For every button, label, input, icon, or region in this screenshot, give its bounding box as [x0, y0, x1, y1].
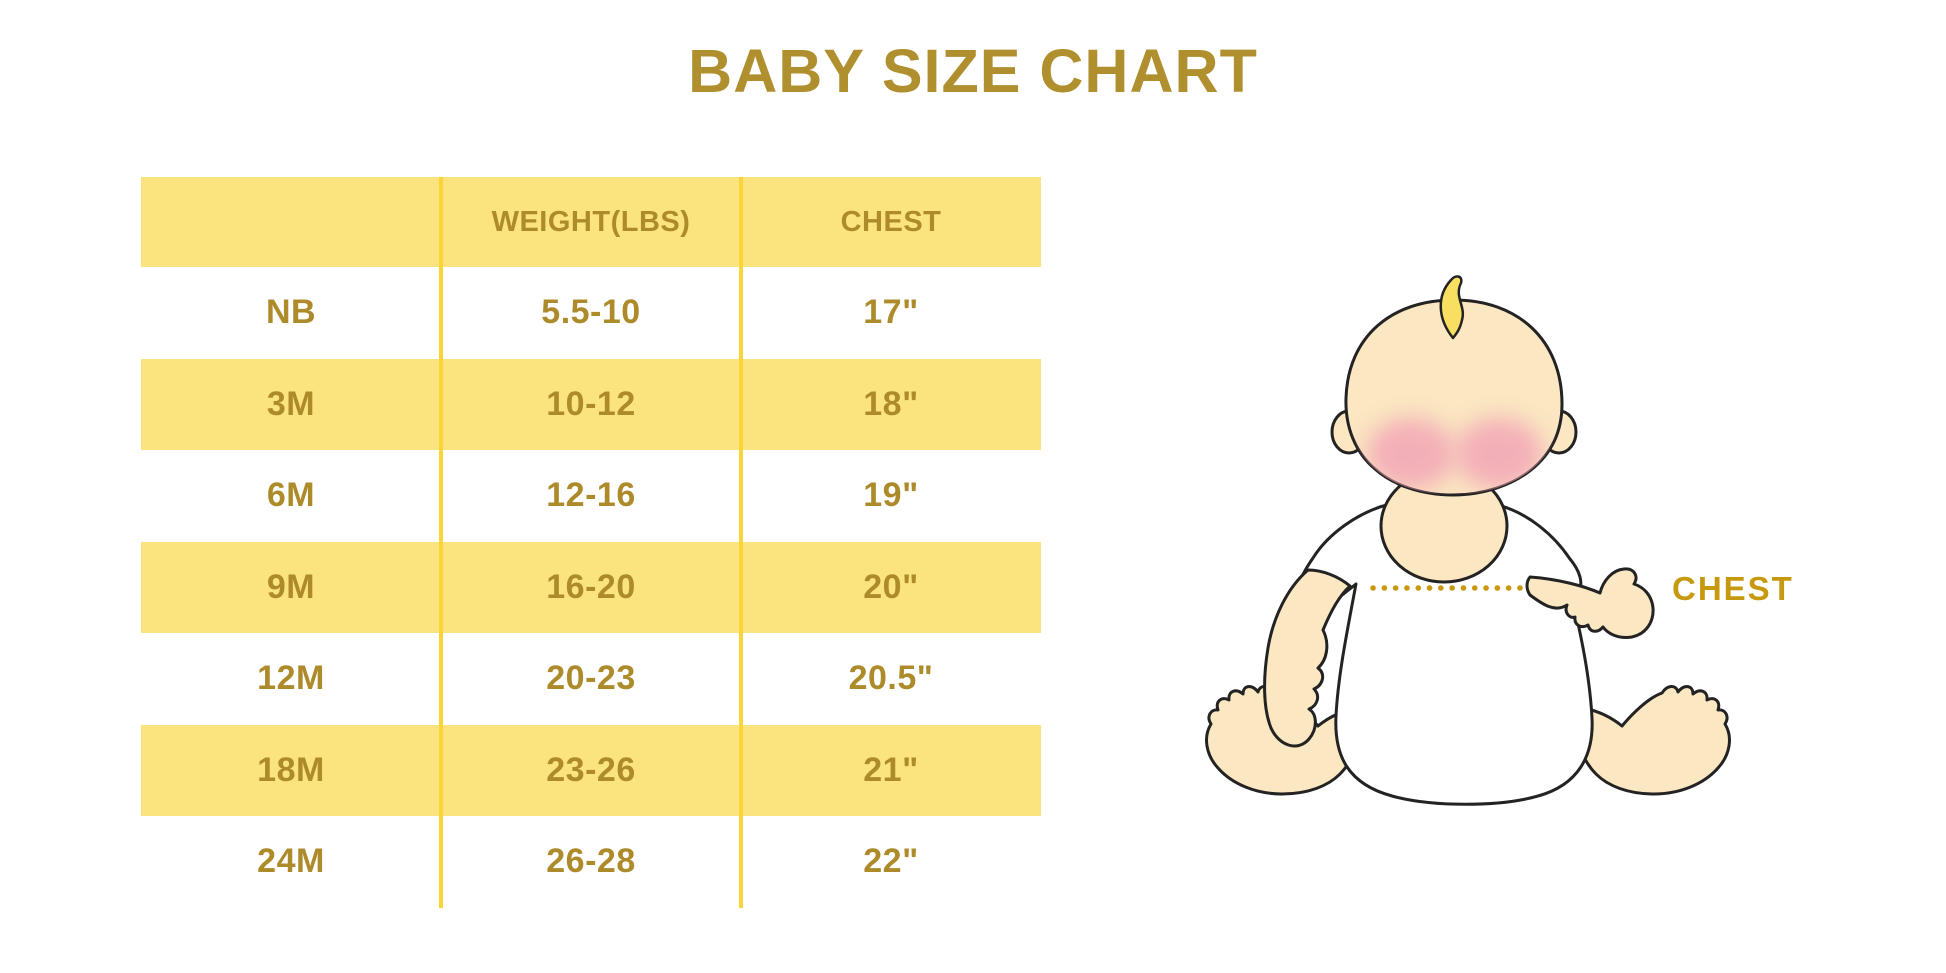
header-chest: CHEST	[840, 205, 942, 238]
table-row: 9M 16-20 20"	[141, 541, 1041, 633]
weight-cell: 5.5-10	[541, 293, 641, 332]
baby-right-arm	[1525, 567, 1655, 639]
size-cell: NB	[265, 293, 317, 332]
chest-cell: 20.5"	[848, 659, 934, 698]
chest-cell: 17"	[863, 293, 919, 332]
chest-annotation-label: CHEST	[1672, 570, 1794, 607]
baby-right-cheek	[1455, 418, 1543, 490]
weight-cell: 10-12	[546, 384, 636, 423]
column-divider	[739, 177, 743, 908]
chest-cell: 19"	[863, 476, 919, 515]
weight-cell: 20-23	[546, 659, 636, 698]
baby-hair-tuft	[1439, 275, 1465, 340]
chest-cell: 18"	[863, 384, 919, 423]
weight-cell: 23-26	[546, 750, 636, 789]
weight-cell: 16-20	[546, 567, 636, 606]
header-weight: WEIGHT(LBS)	[491, 205, 691, 238]
table-row: 12M 20-23 20.5"	[141, 633, 1041, 725]
size-cell: 12M	[257, 659, 325, 698]
table-header-row: WEIGHT(LBS) CHEST	[141, 177, 1041, 267]
size-cell: 3M	[266, 384, 316, 423]
page-title: BABY SIZE CHART	[688, 37, 1258, 105]
baby-illustration	[1170, 240, 1810, 830]
table-row: 3M 10-12 18"	[141, 358, 1041, 450]
baby-svg	[1205, 275, 1731, 806]
chest-cell: 22"	[863, 842, 919, 881]
column-divider	[439, 177, 443, 908]
size-cell: 9M	[266, 567, 316, 606]
chest-cell: 20"	[863, 567, 919, 606]
table-row: 6M 12-16 19"	[141, 450, 1041, 542]
weight-cell: 26-28	[546, 842, 636, 881]
chest-cell: 21"	[863, 750, 919, 789]
size-cell: 24M	[257, 842, 325, 881]
table-row: 24M 26-28 22"	[141, 816, 1041, 908]
weight-cell: 12-16	[546, 476, 636, 515]
baby-left-cheek	[1367, 418, 1455, 490]
size-cell: 6M	[266, 476, 316, 515]
size-table: WEIGHT(LBS) CHEST NB 5.5-10 17" 3M 10-12…	[141, 177, 1041, 908]
table-row: 18M 23-26 21"	[141, 724, 1041, 816]
size-cell: 18M	[257, 750, 325, 789]
baby-left-arm	[1263, 568, 1352, 748]
table-row: NB 5.5-10 17"	[141, 267, 1041, 359]
